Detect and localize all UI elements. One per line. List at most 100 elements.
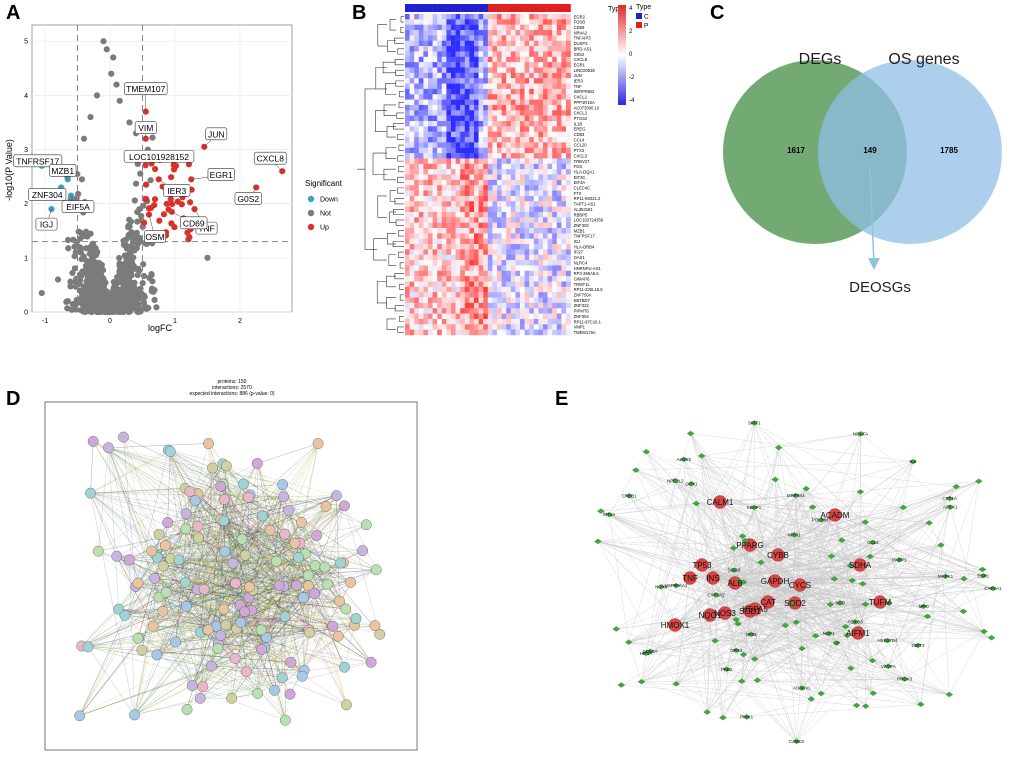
heatmap-cell [492,185,498,191]
gene-label: CCL2 [867,540,879,545]
heatmap-cell [510,115,516,122]
volcano-point [135,265,142,272]
heatmap-cell [547,244,553,250]
network-node [273,580,285,592]
heatmap-cell [469,14,475,20]
heatmap-cell [515,126,521,132]
heatmap-cell [497,297,502,304]
heatmap-cell [524,158,530,164]
heatmap-cell [414,169,419,175]
heatmap-cell [478,238,484,245]
heatmap-cell [529,228,534,234]
heatmap-cell [478,131,484,138]
heatmap-cell [451,158,456,164]
heatmap-cell [492,14,498,20]
hub-node [851,626,865,640]
heatmap-cell [478,24,484,31]
heatmap-cell [561,281,567,288]
hub-node [695,558,709,572]
heatmap-cell [460,281,465,288]
heatmap-cell [455,137,461,143]
heatmap-cell [538,19,544,25]
heatmap-legend-swatch [636,13,642,19]
heatmap-cell [474,147,479,154]
heatmap-cell [497,35,502,41]
heatmap-cell [547,56,553,63]
heatmap-cell [478,169,484,175]
heatmap-cell [483,302,488,309]
gene-node [917,701,925,708]
heatmap-cell [474,329,479,336]
heatmap-cell [441,137,447,143]
heatmap-cell [469,78,475,84]
heatmap-scale-tick: 4 [629,6,633,12]
heatmap-cell [437,318,442,325]
network-node [215,480,227,492]
heatmap-cell [529,249,534,255]
heatmap-cell [510,233,516,239]
volcano-point [87,308,94,315]
heatmap-cell [547,276,553,282]
heatmap-cell [460,302,465,309]
gene-node [637,679,646,685]
heatmap-cell [501,14,507,20]
heatmap-cell [451,104,456,111]
heatmap-gene-label: EIF3C [574,175,586,180]
heatmap-cell [414,211,419,218]
heatmap-cell [423,260,429,266]
heatmap-cell [469,324,475,330]
heatmap-cell [437,169,442,175]
heatmap-cell [529,158,534,164]
heatmap-cell [497,158,502,164]
heatmap-cell [409,19,415,25]
heatmap-cell [566,270,571,277]
heatmap-cell [478,265,484,271]
heatmap-cell [501,254,507,261]
gene-node [686,430,695,437]
heatmap-cell [510,19,516,25]
heatmap-cell [510,329,516,336]
heatmap-cell [538,30,544,36]
gene-label: SDS5A [643,649,658,654]
heatmap-cell [515,88,521,95]
volcano-label-egr1: EGR1 [210,170,233,180]
heatmap-cell [492,67,498,74]
heatmap-cell [561,131,567,138]
heatmap-cell [478,324,484,330]
heatmap-cell [455,158,461,164]
heatmap-cell [446,179,452,186]
heatmap-cell [529,270,534,277]
heatmap-cell [492,195,498,202]
heatmap-cell [474,72,479,79]
heatmap-type-cell [487,4,493,12]
heatmap-cell [506,249,511,255]
heatmap-cell [543,313,548,320]
heatmap-cell [510,99,516,106]
volcano-label-box [205,127,228,141]
heatmap-cell [483,201,488,207]
heatmap-cell [510,153,516,159]
heatmap-cell [552,78,557,84]
heatmap-cell [428,169,433,175]
volcano-point [136,308,143,315]
heatmap-cell [451,121,456,127]
volcano-point-up [156,217,163,224]
heatmap-cell [451,292,456,298]
heatmap-cell [487,51,493,57]
heatmap-cell [487,308,493,314]
heatmap-cell [460,78,465,84]
heatmap-type-bar [405,4,571,12]
gene-node [734,621,742,627]
network-node [153,529,165,540]
heatmap-cell [409,83,415,90]
network-node [244,581,255,593]
gene-node [843,632,851,639]
heatmap-gene-label: PIPMT6 [574,309,590,314]
heatmap-cell [428,318,433,325]
heatmap-cell [547,265,553,271]
heatmap-cell [441,286,447,293]
heatmap-cell [455,249,461,255]
heatmap-cell [529,110,534,116]
network-node [180,508,192,520]
heatmap-cell [543,276,548,282]
